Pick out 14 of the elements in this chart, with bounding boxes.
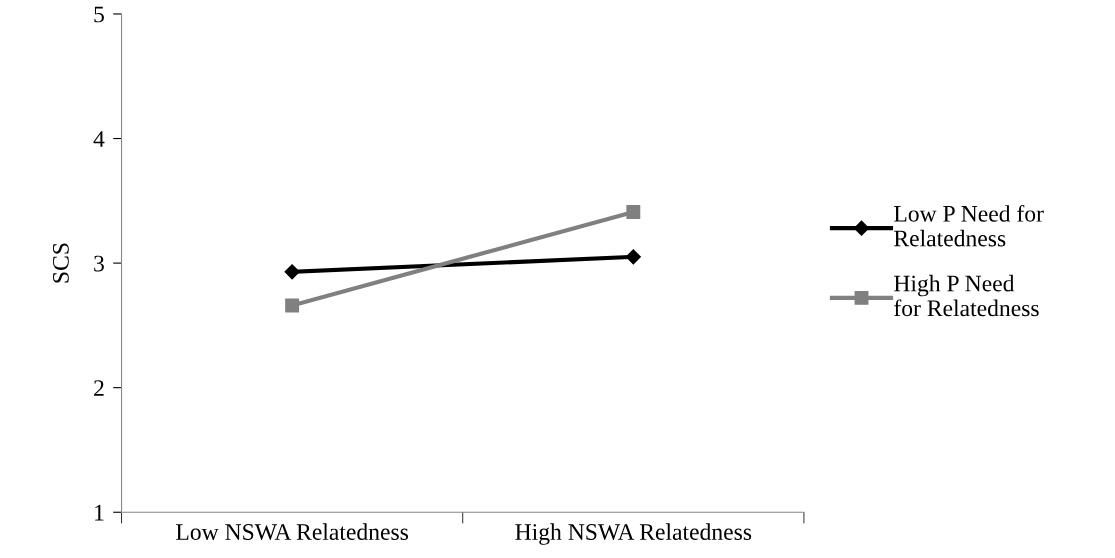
legend-label: Low P Need for Relatedness (894, 204, 1044, 247)
x-tick-label: High NSWA Relatedness (515, 523, 752, 545)
y-tick-label: 2 (94, 380, 104, 396)
y-tick-label: 1 (95, 504, 104, 521)
y-tick-label: 3 (94, 255, 104, 272)
legend-label: High P Need for Relatedness (894, 274, 1039, 317)
point (625, 249, 641, 265)
point (284, 264, 300, 280)
y-axis-title: SCS (52, 243, 69, 283)
point (285, 298, 300, 313)
y-tick-label: 5 (94, 6, 104, 23)
x-tick-label: Low NSWA Relatedness (176, 523, 408, 541)
y-tick-label: 4 (93, 131, 105, 147)
point (626, 205, 641, 219)
